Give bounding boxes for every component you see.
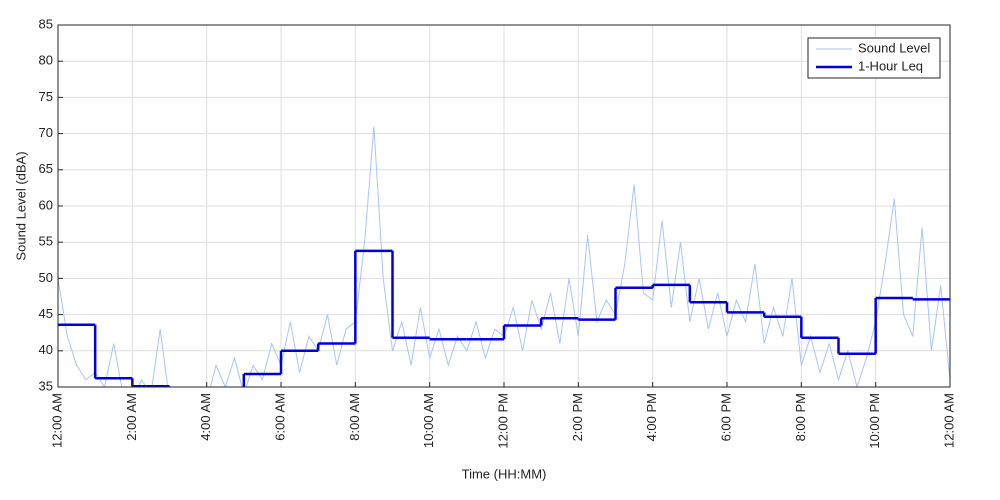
legend-label: Sound Level bbox=[858, 40, 930, 55]
x-tick-label: 6:00 AM bbox=[272, 393, 287, 441]
legend-box bbox=[807, 37, 941, 79]
y-tick-label: 35 bbox=[39, 378, 53, 393]
x-tick-label: 12:00 AM bbox=[49, 393, 64, 448]
y-tick-label: 65 bbox=[39, 161, 53, 176]
x-tick-label: 2:00 AM bbox=[124, 393, 139, 441]
y-tick-label: 60 bbox=[39, 197, 53, 212]
x-tick-label: 4:00 PM bbox=[644, 393, 659, 441]
y-tick-label: 45 bbox=[39, 306, 53, 321]
y-tick-label: 70 bbox=[39, 125, 53, 140]
x-tick-label: 8:00 PM bbox=[793, 393, 808, 441]
x-tick-label: 12:00 PM bbox=[495, 393, 510, 449]
y-tick-label: 50 bbox=[39, 270, 53, 285]
x-tick-label: 8:00 AM bbox=[347, 393, 362, 441]
y-tick-label: 85 bbox=[39, 16, 53, 31]
x-tick-label: 10:00 PM bbox=[867, 393, 882, 449]
x-tick-label: 10:00 AM bbox=[421, 393, 436, 448]
y-tick-label: 80 bbox=[39, 53, 53, 68]
x-tick-label: 4:00 AM bbox=[198, 393, 213, 441]
x-axis-label: Time (HH:MM) bbox=[462, 466, 547, 481]
y-tick-label: 40 bbox=[39, 342, 53, 357]
y-tick-label: 55 bbox=[39, 234, 53, 249]
x-tick-label: 12:00 AM bbox=[941, 393, 956, 448]
legend-label: 1-Hour Leq bbox=[858, 58, 923, 73]
y-tick-label: 75 bbox=[39, 89, 53, 104]
x-tick-label: 6:00 PM bbox=[718, 393, 733, 441]
y-axis-label: Sound Level (dBA) bbox=[13, 151, 28, 260]
x-tick-label: 2:00 PM bbox=[570, 393, 585, 441]
